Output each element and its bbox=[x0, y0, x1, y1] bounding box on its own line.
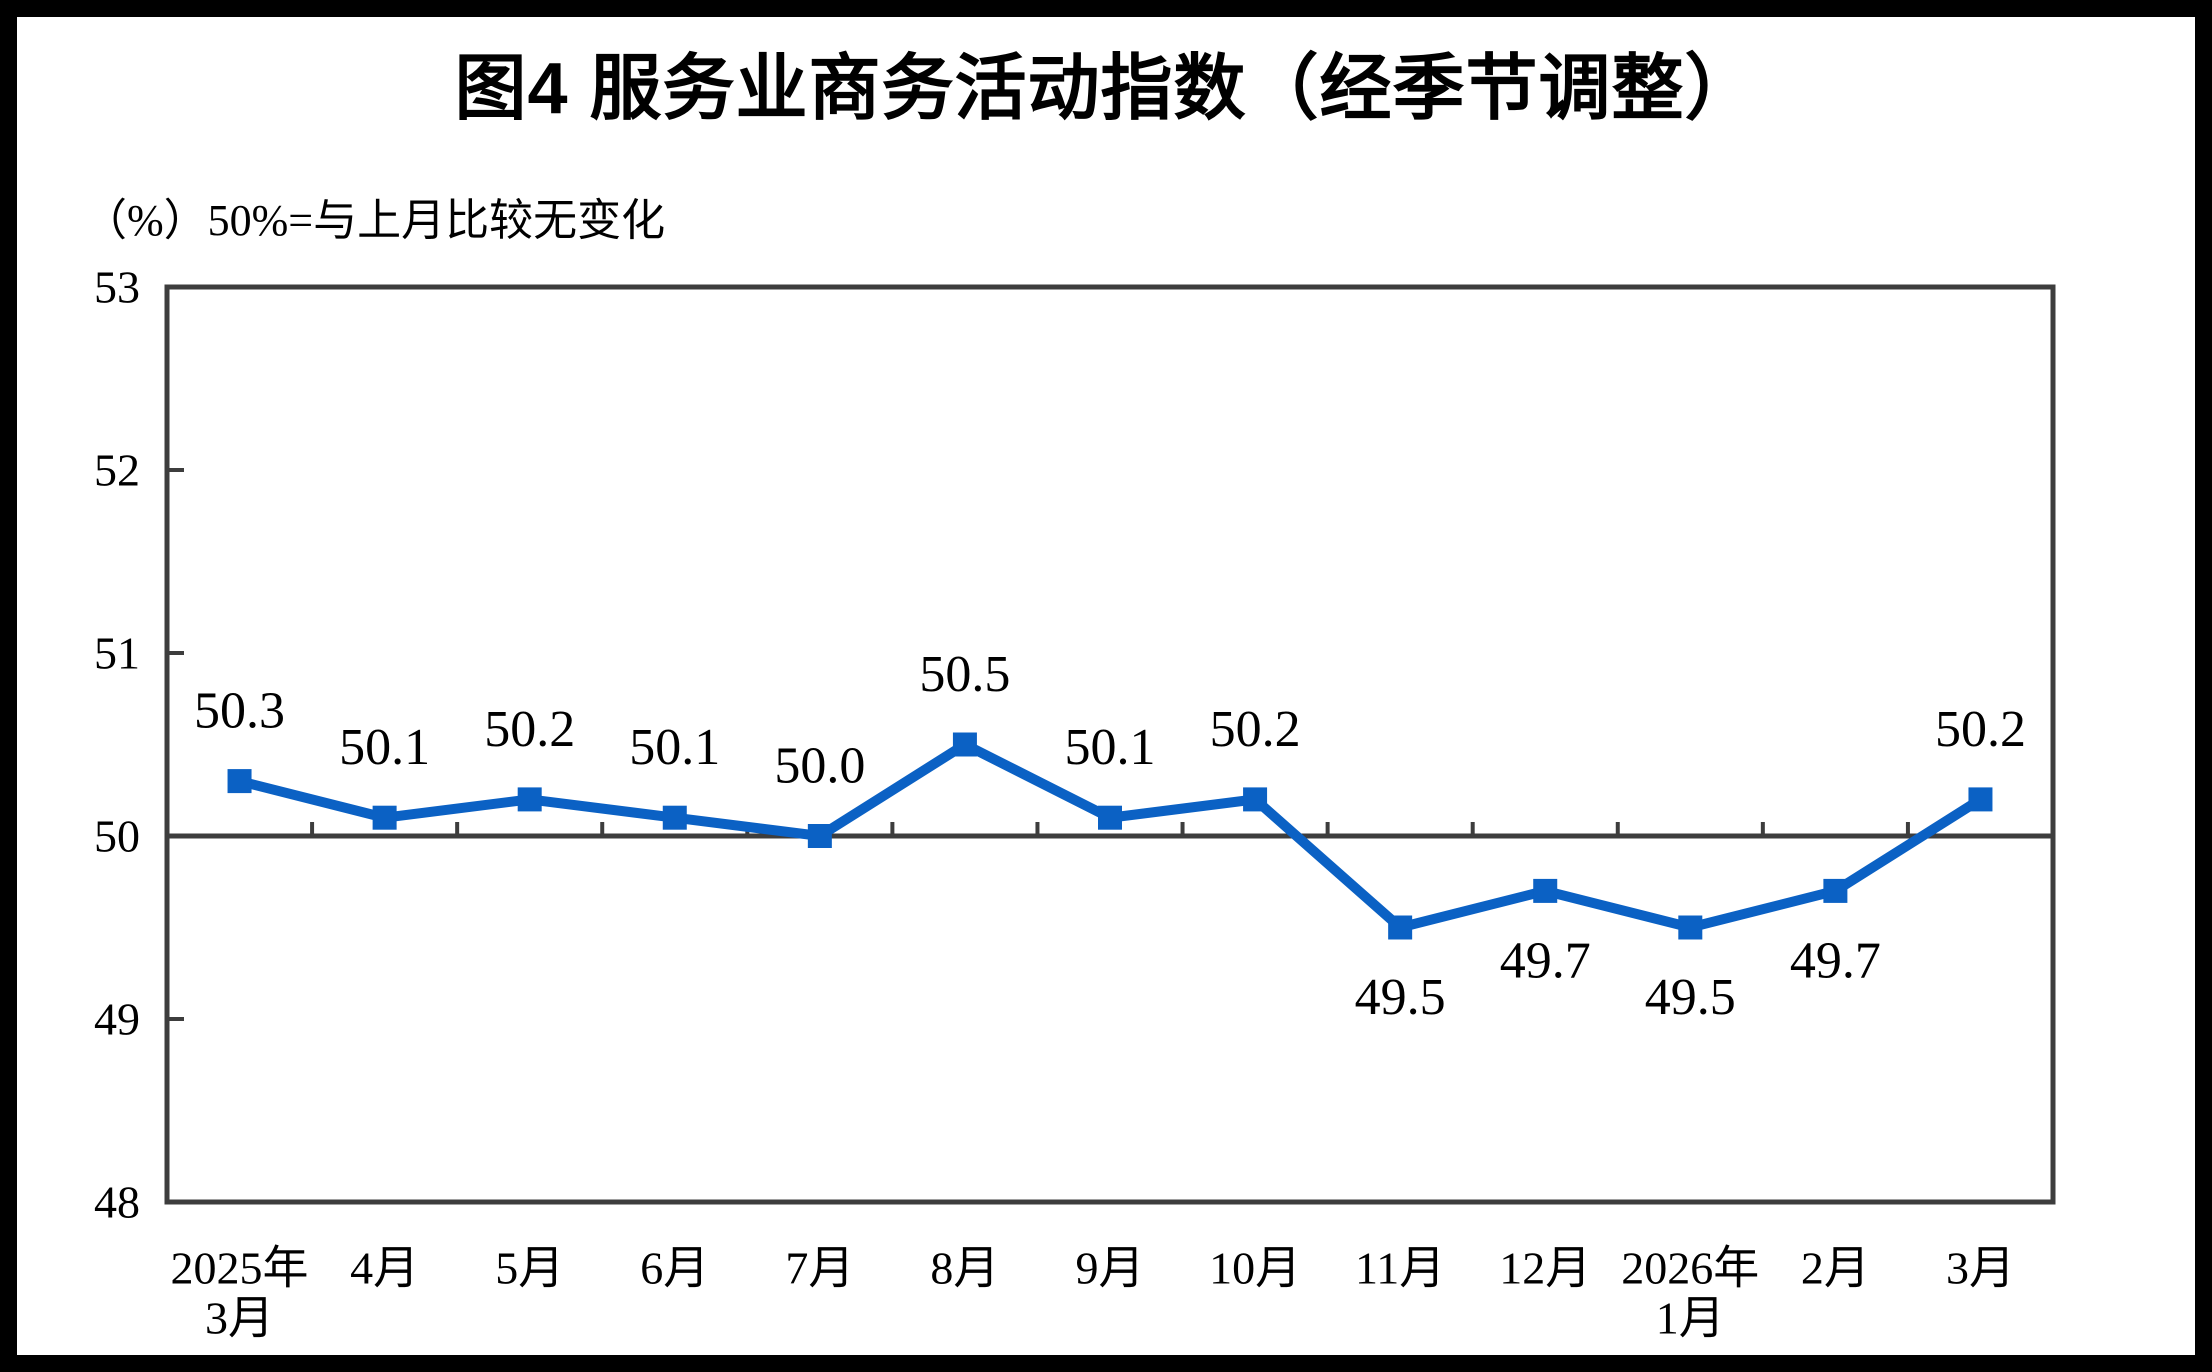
data-label: 50.5 bbox=[919, 646, 1010, 703]
x-axis-label: 2026年 bbox=[1621, 1243, 1759, 1294]
data-point-marker bbox=[952, 732, 977, 757]
x-axis-label: 8月 bbox=[930, 1243, 999, 1294]
x-axis-label: 2月 bbox=[1801, 1243, 1870, 1294]
chart-title: 图4 服务业商务活动指数（经季节调整） bbox=[454, 49, 1758, 129]
data-label: 50.1 bbox=[629, 719, 720, 776]
y-axis-label: 48 bbox=[94, 1177, 140, 1228]
x-axis-label: 10月 bbox=[1209, 1243, 1301, 1294]
chart-background bbox=[17, 17, 2195, 1355]
x-axis-label: 4月 bbox=[350, 1243, 419, 1294]
data-label: 50.1 bbox=[1065, 719, 1156, 776]
x-axis-label: 1月 bbox=[1656, 1293, 1725, 1344]
plot-border bbox=[164, 284, 2056, 1205]
data-point-marker bbox=[517, 787, 542, 812]
data-label: 50.0 bbox=[774, 738, 865, 795]
y-axis-label: 49 bbox=[94, 994, 140, 1045]
x-axis-label: 6月 bbox=[640, 1243, 709, 1294]
data-label: 50.2 bbox=[1210, 701, 1301, 758]
data-label: 49.5 bbox=[1355, 969, 1446, 1026]
x-axis-label: 11月 bbox=[1355, 1243, 1445, 1294]
x-axis-label: 7月 bbox=[785, 1243, 854, 1294]
x-axis-label: 2025年 bbox=[171, 1243, 309, 1294]
data-point-marker bbox=[807, 824, 832, 848]
data-point-marker bbox=[1388, 915, 1413, 940]
y-axis-label: 50 bbox=[94, 811, 140, 862]
data-label: 50.3 bbox=[194, 683, 285, 740]
data-point-marker bbox=[662, 805, 687, 830]
data-label: 49.5 bbox=[1645, 969, 1736, 1026]
data-point-marker bbox=[1098, 805, 1122, 830]
data-label: 49.7 bbox=[1790, 932, 1881, 989]
data-label: 50.2 bbox=[1935, 701, 2026, 758]
x-axis-label: 12月 bbox=[1499, 1243, 1591, 1294]
data-point-marker bbox=[1533, 878, 1558, 903]
data-label: 50.2 bbox=[484, 701, 575, 758]
data-label: 50.1 bbox=[339, 719, 430, 776]
data-point-marker bbox=[1968, 787, 1993, 812]
data-point-marker bbox=[227, 769, 252, 794]
data-point-marker bbox=[372, 805, 397, 830]
data-label: 49.7 bbox=[1500, 932, 1591, 989]
x-axis-label: 5月 bbox=[495, 1243, 564, 1294]
y-axis-label: 53 bbox=[94, 262, 140, 313]
data-point-marker bbox=[1678, 915, 1703, 940]
x-axis-label: 9月 bbox=[1076, 1243, 1145, 1294]
data-point-marker bbox=[1243, 787, 1268, 812]
x-axis-label: 3月 bbox=[1946, 1243, 2015, 1294]
axis-unit-note: （%）50%=与上月比较无变化 bbox=[83, 196, 666, 245]
y-axis-label: 51 bbox=[94, 628, 140, 679]
x-axis-label: 3月 bbox=[205, 1293, 274, 1344]
data-point-marker bbox=[1823, 878, 1848, 903]
y-axis-label: 52 bbox=[94, 445, 140, 496]
